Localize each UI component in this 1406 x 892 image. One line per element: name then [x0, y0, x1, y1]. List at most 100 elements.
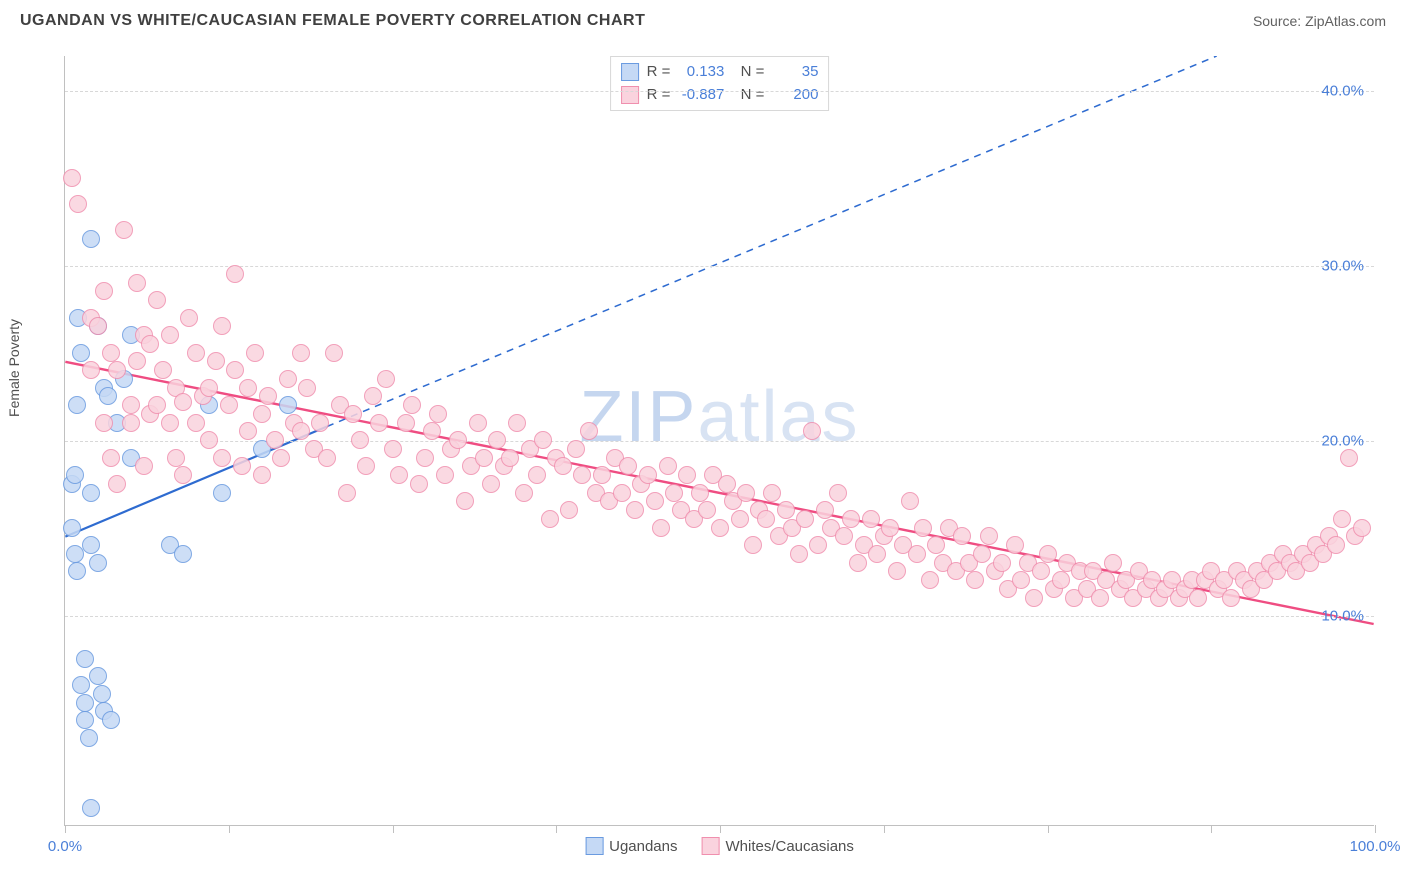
legend-r-value: -0.887 — [678, 84, 724, 107]
y-tick-label: 10.0% — [1321, 608, 1364, 625]
scatter-point — [148, 291, 166, 309]
legend-r-value: 0.133 — [678, 61, 724, 84]
scatter-point — [580, 422, 598, 440]
scatter-point — [102, 449, 120, 467]
scatter-point — [796, 510, 814, 528]
scatter-point — [68, 396, 86, 414]
scatter-point — [220, 396, 238, 414]
scatter-point — [1006, 536, 1024, 554]
scatter-point — [1091, 589, 1109, 607]
scatter-point — [842, 510, 860, 528]
scatter-point — [534, 431, 552, 449]
scatter-point — [560, 501, 578, 519]
scatter-point — [541, 510, 559, 528]
scatter-point — [72, 344, 90, 362]
scatter-point — [233, 457, 251, 475]
plot-area: ZIPatlas R =0.133 N =35R =-0.887 N =200 … — [64, 56, 1374, 826]
scatter-point — [659, 457, 677, 475]
scatter-point — [914, 519, 932, 537]
legend-r-label: R = — [647, 61, 671, 84]
scatter-point — [423, 422, 441, 440]
chart-title: UGANDAN VS WHITE/CAUCASIAN FEMALE POVERT… — [20, 12, 645, 30]
scatter-point — [69, 195, 87, 213]
scatter-point — [82, 536, 100, 554]
scatter-point — [180, 309, 198, 327]
scatter-point — [351, 431, 369, 449]
scatter-point — [1032, 562, 1050, 580]
legend-swatch — [621, 86, 639, 104]
scatter-point — [593, 466, 611, 484]
scatter-point — [93, 685, 111, 703]
gridline-h — [65, 616, 1374, 617]
scatter-point — [508, 414, 526, 432]
scatter-point — [973, 545, 991, 563]
scatter-point — [200, 431, 218, 449]
y-tick-label: 40.0% — [1321, 83, 1364, 100]
scatter-point — [835, 527, 853, 545]
scatter-point — [266, 431, 284, 449]
scatter-point — [488, 431, 506, 449]
legend-series-item: Ugandans — [585, 837, 677, 855]
scatter-point — [174, 545, 192, 563]
scatter-point — [298, 379, 316, 397]
scatter-point — [744, 536, 762, 554]
scatter-point — [63, 519, 81, 537]
scatter-point — [475, 449, 493, 467]
scatter-point — [102, 711, 120, 729]
scatter-point — [1333, 510, 1351, 528]
x-tick-mark — [556, 825, 557, 833]
scatter-point — [253, 466, 271, 484]
gridline-h — [65, 91, 1374, 92]
x-tick-label: 0.0% — [48, 838, 82, 855]
legend-n-label: N = — [732, 61, 764, 84]
scatter-point — [187, 414, 205, 432]
scatter-point — [213, 317, 231, 335]
scatter-point — [698, 501, 716, 519]
scatter-point — [200, 379, 218, 397]
header-bar: UGANDAN VS WHITE/CAUCASIAN FEMALE POVERT… — [0, 0, 1406, 38]
scatter-point — [279, 370, 297, 388]
scatter-point — [501, 449, 519, 467]
scatter-point — [665, 484, 683, 502]
legend-stats: R =0.133 N =35R =-0.887 N =200 — [610, 56, 830, 111]
scatter-point — [135, 457, 153, 475]
regression-line-solid — [65, 427, 327, 537]
scatter-point — [528, 466, 546, 484]
scatter-point — [82, 361, 100, 379]
scatter-point — [154, 361, 172, 379]
y-axis-label: Female Poverty — [6, 319, 22, 417]
scatter-point — [239, 379, 257, 397]
scatter-point — [76, 650, 94, 668]
scatter-point — [1039, 545, 1057, 563]
regression-line-dashed — [327, 56, 1217, 427]
scatter-point — [757, 510, 775, 528]
x-tick-mark — [1375, 825, 1376, 833]
scatter-point — [410, 475, 428, 493]
scatter-point — [167, 449, 185, 467]
scatter-point — [364, 387, 382, 405]
legend-series: UgandansWhites/Caucasians — [585, 837, 854, 855]
scatter-point — [397, 414, 415, 432]
scatter-point — [122, 396, 140, 414]
scatter-point — [993, 554, 1011, 572]
scatter-point — [1222, 589, 1240, 607]
source-label: Source: ZipAtlas.com — [1253, 13, 1386, 29]
scatter-point — [691, 484, 709, 502]
scatter-point — [357, 457, 375, 475]
scatter-point — [174, 393, 192, 411]
scatter-point — [966, 571, 984, 589]
scatter-point — [868, 545, 886, 563]
scatter-point — [226, 361, 244, 379]
scatter-point — [82, 799, 100, 817]
scatter-point — [456, 492, 474, 510]
legend-n-label: N = — [732, 84, 764, 107]
scatter-point — [259, 387, 277, 405]
scatter-point — [927, 536, 945, 554]
scatter-point — [80, 729, 98, 747]
x-tick-mark — [1211, 825, 1212, 833]
scatter-point — [737, 484, 755, 502]
scatter-point — [213, 484, 231, 502]
scatter-point — [554, 457, 572, 475]
scatter-point — [122, 414, 140, 432]
scatter-point — [908, 545, 926, 563]
